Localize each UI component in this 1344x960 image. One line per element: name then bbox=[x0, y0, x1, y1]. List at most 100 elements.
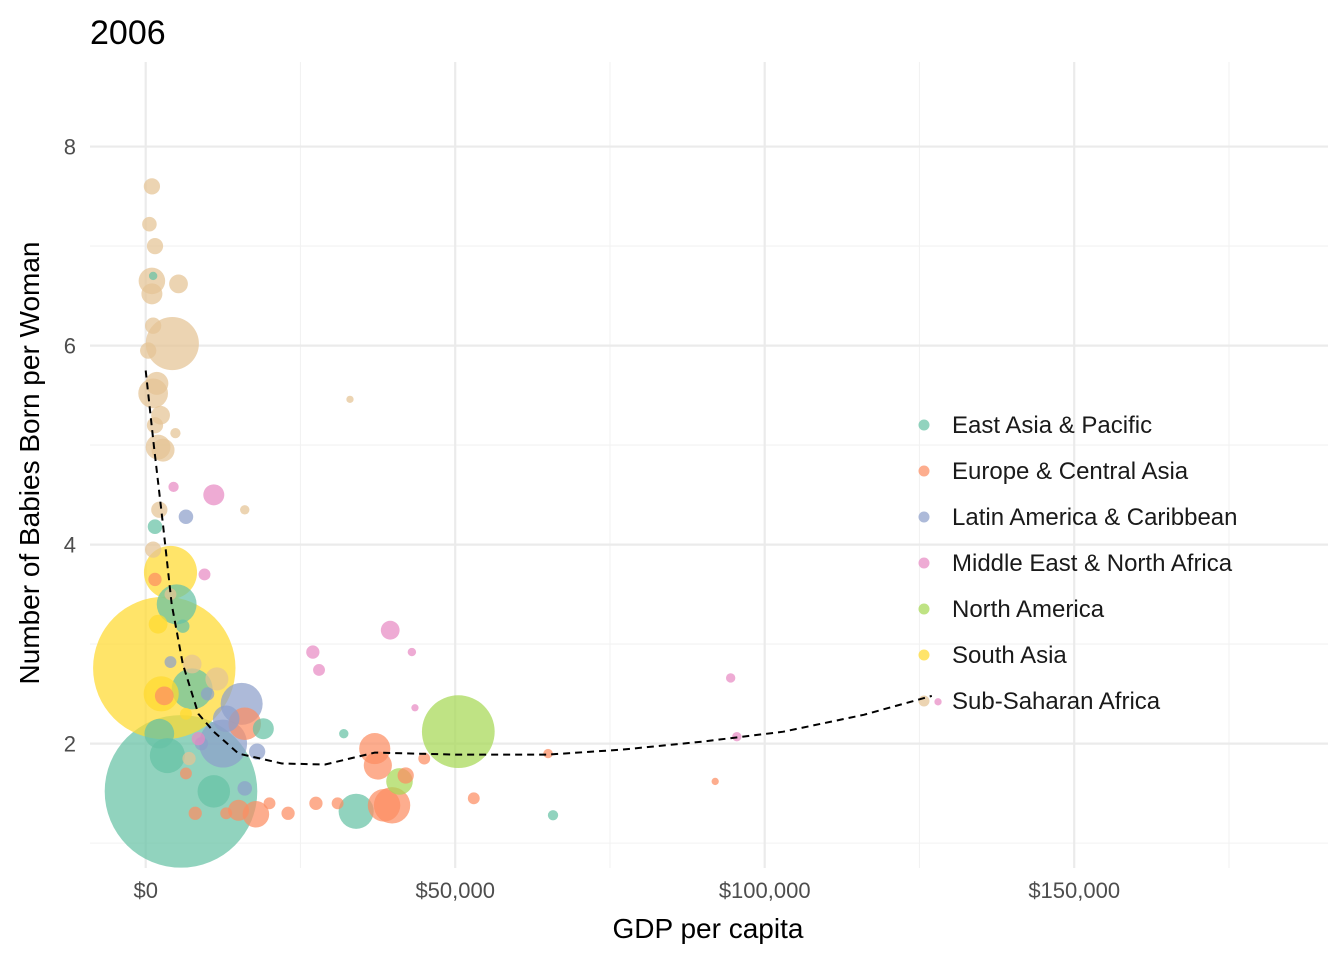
data-point bbox=[148, 271, 158, 281]
data-point bbox=[144, 718, 175, 749]
data-point bbox=[151, 438, 175, 462]
legend-item: Europe & Central Asia bbox=[918, 458, 1189, 485]
trend-line bbox=[144, 370, 933, 766]
data-point bbox=[309, 796, 323, 810]
legend-item: Sub-Saharan Africa bbox=[918, 688, 1161, 715]
data-point bbox=[313, 664, 325, 676]
data-point bbox=[164, 588, 177, 601]
data-point bbox=[346, 395, 354, 403]
data-point bbox=[148, 614, 168, 634]
data-point bbox=[178, 509, 194, 525]
data-point bbox=[146, 237, 164, 255]
data-point bbox=[252, 718, 274, 740]
data-point bbox=[367, 789, 401, 822]
data-point bbox=[212, 705, 240, 733]
data-point bbox=[147, 519, 163, 534]
y-tick-label: 2 bbox=[64, 732, 76, 757]
legend-marker bbox=[918, 511, 930, 523]
data-point bbox=[164, 656, 177, 668]
legend-label: North America bbox=[952, 596, 1105, 623]
data-point bbox=[145, 541, 162, 558]
data-point bbox=[145, 317, 162, 334]
data-point bbox=[171, 668, 213, 710]
data-point bbox=[169, 274, 188, 294]
data-point bbox=[411, 704, 419, 712]
data-points-layer bbox=[93, 178, 942, 868]
data-point bbox=[188, 806, 202, 820]
data-point bbox=[331, 797, 344, 810]
data-point bbox=[407, 647, 417, 657]
data-point bbox=[380, 620, 400, 640]
data-point bbox=[140, 342, 157, 359]
data-point bbox=[168, 481, 179, 493]
legend-item: Latin America & Caribbean bbox=[918, 504, 1238, 531]
data-point bbox=[220, 807, 233, 820]
data-point bbox=[467, 792, 480, 805]
data-point bbox=[363, 751, 392, 780]
legend-label: Europe & Central Asia bbox=[952, 458, 1189, 485]
legend-marker bbox=[918, 465, 930, 477]
data-point bbox=[170, 428, 181, 439]
data-point bbox=[237, 781, 253, 796]
legend-label: Latin America & Caribbean bbox=[952, 504, 1238, 531]
legend-item: North America bbox=[918, 596, 1105, 623]
data-point bbox=[547, 810, 559, 821]
x-axis-tick-labels: $0 $50,000 $100,000 $150,000 bbox=[133, 878, 1120, 903]
x-tick-label: $150,000 bbox=[1028, 878, 1120, 903]
data-point bbox=[248, 743, 266, 760]
data-point bbox=[281, 806, 295, 820]
legend-label: East Asia & Pacific bbox=[952, 412, 1152, 439]
data-point bbox=[143, 178, 161, 195]
legend-label: Middle East & North Africa bbox=[952, 550, 1233, 577]
legend: East Asia & Pacific Europe & Central Asia… bbox=[918, 412, 1238, 715]
legend-marker bbox=[918, 419, 930, 431]
data-point bbox=[421, 695, 495, 769]
data-point bbox=[141, 283, 163, 305]
data-point bbox=[711, 777, 719, 786]
data-point bbox=[191, 732, 205, 746]
data-point bbox=[146, 417, 164, 434]
legend-item: Middle East & North Africa bbox=[918, 550, 1233, 577]
data-point bbox=[242, 800, 270, 828]
data-point bbox=[180, 707, 192, 720]
data-point bbox=[154, 686, 174, 706]
data-point bbox=[339, 728, 349, 739]
trend-line-layer bbox=[144, 370, 933, 766]
plot-gridlines bbox=[90, 62, 1328, 868]
data-point bbox=[182, 751, 196, 766]
x-tick-label: $0 bbox=[133, 878, 157, 903]
data-point bbox=[934, 698, 942, 706]
x-axis-title: GDP per capita bbox=[613, 913, 804, 944]
legend-marker bbox=[918, 603, 930, 615]
chart-title: 2006 bbox=[90, 14, 166, 52]
data-point bbox=[240, 505, 250, 515]
y-axis-tick-labels: 2 4 6 8 bbox=[64, 135, 76, 757]
y-axis-title: Number of Babies Born per Woman bbox=[14, 241, 45, 684]
data-point bbox=[197, 775, 231, 808]
data-point bbox=[176, 619, 190, 633]
y-tick-label: 4 bbox=[64, 533, 76, 558]
data-point bbox=[205, 667, 229, 691]
legend-marker bbox=[918, 557, 930, 569]
data-point bbox=[418, 752, 431, 765]
data-point bbox=[203, 484, 225, 506]
data-point bbox=[397, 767, 414, 784]
y-tick-label: 6 bbox=[64, 334, 76, 359]
legend-item: East Asia & Pacific bbox=[918, 412, 1152, 439]
data-point bbox=[228, 799, 250, 821]
legend-marker bbox=[918, 649, 930, 661]
legend-label: South Asia bbox=[952, 642, 1067, 669]
x-tick-label: $100,000 bbox=[719, 878, 811, 903]
x-tick-label: $50,000 bbox=[415, 878, 495, 903]
data-point bbox=[198, 568, 211, 581]
data-point bbox=[182, 654, 202, 674]
data-point bbox=[263, 797, 276, 810]
data-point bbox=[148, 572, 162, 587]
data-point bbox=[725, 673, 736, 683]
legend-label: Sub-Saharan Africa bbox=[952, 688, 1161, 715]
data-point bbox=[200, 687, 215, 701]
data-point bbox=[142, 216, 157, 232]
legend-item: South Asia bbox=[918, 642, 1067, 669]
data-point bbox=[180, 767, 192, 780]
